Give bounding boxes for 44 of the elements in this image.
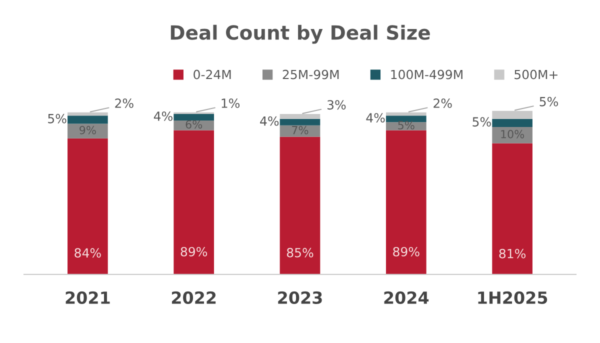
bar xyxy=(280,114,320,119)
chart-title: Deal Count by Deal Size xyxy=(170,24,430,44)
bar xyxy=(174,114,214,121)
bar xyxy=(386,122,426,130)
data-label: 1% xyxy=(222,98,240,108)
bar xyxy=(492,110,532,119)
x-tick-label: 2024 xyxy=(384,291,429,304)
data-label: 2% xyxy=(115,98,134,108)
x-tick-label: 2023 xyxy=(278,291,322,304)
data-label: 89% xyxy=(180,246,208,256)
data-label: 2% xyxy=(434,98,452,108)
data-label: 89% xyxy=(393,246,420,256)
bar xyxy=(68,116,108,124)
data-label: 85% xyxy=(286,248,314,258)
data-label: 5% xyxy=(48,114,66,124)
x-tick-label: 1H2025 xyxy=(478,291,548,304)
bar xyxy=(68,112,108,116)
legend-label: 0-24M xyxy=(194,70,231,80)
x-tick-label: 2021 xyxy=(66,291,110,304)
x-tick-label: 2022 xyxy=(172,291,216,304)
bar xyxy=(492,118,532,128)
bar xyxy=(68,124,108,138)
bar xyxy=(280,136,320,274)
data-label: 81% xyxy=(499,248,526,258)
bar xyxy=(174,130,214,274)
bar xyxy=(280,118,320,126)
bar xyxy=(492,143,532,274)
bar xyxy=(174,120,214,130)
bar xyxy=(386,116,426,122)
data-label: 5% xyxy=(540,96,558,106)
data-label: 84% xyxy=(74,248,101,258)
legend-label: 25M-99M xyxy=(282,70,339,80)
data-label: 5% xyxy=(398,121,414,130)
bar xyxy=(386,112,426,116)
data-label: 4% xyxy=(366,113,385,123)
data-label: 4% xyxy=(260,116,279,126)
data-label: 5% xyxy=(472,117,491,127)
legend-label: 500M+ xyxy=(514,70,558,80)
data-label: 3% xyxy=(327,100,346,110)
data-label: 4% xyxy=(154,111,172,121)
bar xyxy=(386,130,426,274)
legend-label: 100M-499M xyxy=(391,70,462,80)
bar xyxy=(492,127,532,144)
bar xyxy=(68,138,108,274)
